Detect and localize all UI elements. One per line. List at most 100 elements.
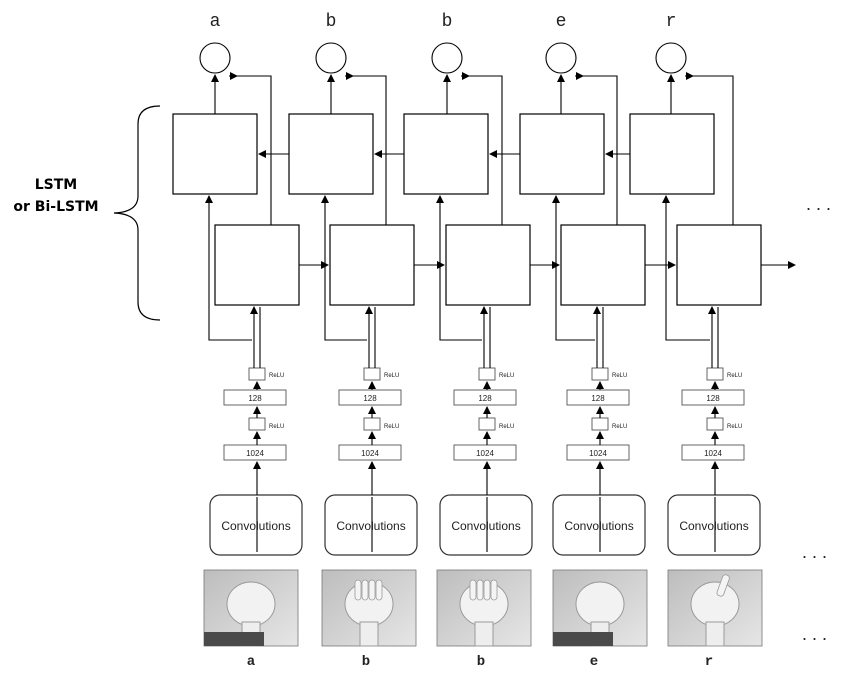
hand-sign-r — [667, 569, 763, 647]
forward-lstm-cell — [214, 224, 300, 306]
convolutions-label: Convolutions — [451, 519, 520, 533]
output-node-circle — [431, 42, 463, 74]
arrow-forward-to-output — [461, 75, 503, 225]
dense-1024-layer — [453, 444, 517, 461]
convolutions-block — [667, 494, 761, 556]
hand-finger-shape — [716, 574, 730, 597]
hand-palm-shape — [226, 581, 276, 627]
convolutions-block — [552, 494, 646, 556]
backward-lstm-cell — [403, 113, 489, 195]
dense-128-layer — [223, 389, 287, 406]
hand-sign-a — [203, 569, 299, 647]
output-letter: r — [666, 12, 677, 32]
relu-unit-top — [478, 367, 496, 381]
dense-128-label: 128 — [591, 394, 605, 403]
hand-finger-shape — [375, 579, 383, 601]
input-letter: b — [477, 654, 485, 670]
lstm-label-line1: LSTM — [35, 177, 78, 193]
relu-label-top: ReLU — [384, 373, 399, 379]
convolutions-label: Convolutions — [336, 519, 405, 533]
forward-lstm-cell — [560, 224, 646, 306]
convolutions-block — [209, 494, 303, 556]
dense-1024-layer — [223, 444, 287, 461]
hand-wrist-shape — [705, 621, 725, 647]
relu-label-bottom: ReLU — [499, 424, 514, 430]
hand-wrist-shape — [359, 621, 379, 647]
recurrent-links-layer — [205, 72, 796, 552]
arrow-forward-to-output — [685, 75, 734, 225]
dense-128-layer — [566, 389, 630, 406]
relu-label-top: ReLU — [499, 373, 514, 379]
relu-unit-bottom — [248, 417, 266, 431]
backward-lstm-cell — [519, 113, 605, 195]
hand-finger-shape — [469, 579, 477, 601]
dense-128-label: 128 — [248, 394, 262, 403]
column-5: r ReLU 128 ReLU 1024 Convolutions r — [629, 12, 763, 670]
hand-finger-shape — [354, 579, 362, 601]
forward-lstm-cell — [676, 224, 762, 306]
convolutions-block — [324, 494, 418, 556]
relu-unit-top — [706, 367, 724, 381]
dense-128-layer — [681, 389, 745, 406]
backward-lstm-cell — [629, 113, 715, 195]
column-3: b ReLU 128 ReLU 1024 Convolutions b — [403, 12, 533, 670]
dense-1024-label: 1024 — [589, 449, 607, 458]
dense-1024-layer — [681, 444, 745, 461]
output-node-circle — [315, 42, 347, 74]
arrowhead-forward-to-output — [346, 72, 354, 80]
input-letter: b — [362, 654, 370, 670]
output-node-circle — [655, 42, 687, 74]
hand-sign-e — [552, 569, 648, 647]
relu-label-bottom: ReLU — [269, 424, 284, 430]
convolutions-block — [439, 494, 533, 556]
input-letter: a — [247, 654, 256, 670]
dense-1024-label: 1024 — [361, 449, 379, 458]
relu-label-bottom: ReLU — [384, 424, 399, 430]
dense-1024-label: 1024 — [246, 449, 264, 458]
hand-finger-shape — [476, 579, 484, 601]
column-1: a ReLU 128 ReLU 1024 Convolutions a — [172, 12, 303, 670]
relu-unit-bottom — [478, 417, 496, 431]
backward-lstm-cell — [288, 113, 374, 195]
convolutions-label: Convolutions — [221, 519, 290, 533]
dense-1024-layer — [338, 444, 402, 461]
arrow-forward-to-output — [575, 75, 618, 225]
output-node-circle — [199, 42, 231, 74]
relu-unit-bottom — [591, 417, 609, 431]
dense-128-layer — [338, 389, 402, 406]
relu-label-bottom: ReLU — [612, 424, 627, 430]
output-node-circle — [545, 42, 577, 74]
relu-unit-top — [363, 367, 381, 381]
convolutions-label: Convolutions — [679, 519, 748, 533]
arrowhead-forward-to-output — [686, 72, 694, 80]
dense-1024-layer — [566, 444, 630, 461]
arrow-input-to-backward-lstm — [321, 195, 367, 341]
relu-unit-bottom — [706, 417, 724, 431]
relu-label-top: ReLU — [269, 373, 284, 379]
hand-finger-shape — [361, 579, 369, 601]
output-letter: a — [210, 12, 221, 32]
lstm-label-line2: or Bi-LSTM — [13, 199, 98, 215]
lstm-group-brace — [113, 105, 161, 321]
hand-sign-b — [436, 569, 532, 647]
arrow-input-to-backward-lstm — [205, 195, 252, 341]
output-letter: b — [326, 12, 337, 32]
relu-unit-bottom — [363, 417, 381, 431]
dense-128-label: 128 — [478, 394, 492, 403]
dense-1024-label: 1024 — [704, 449, 722, 458]
dense-1024-label: 1024 — [476, 449, 494, 458]
ellipsis-lstm: . . . — [806, 194, 831, 214]
columns-layer: a ReLU 128 ReLU 1024 Convolutions a b ReLU 128 ReL… — [172, 12, 763, 670]
column-4: e ReLU 128 ReLU 1024 Convolutions e — [519, 12, 648, 670]
backward-lstm-cell — [172, 113, 258, 195]
hand-finger-shape — [483, 579, 491, 601]
ellipsis-images: . . . — [802, 624, 827, 644]
arrowhead-forward-to-output — [576, 72, 584, 80]
relu-unit-top — [591, 367, 609, 381]
ellipsis-convolutions: . . . — [802, 542, 827, 562]
arrow-input-to-backward-lstm — [436, 195, 482, 341]
relu-label-bottom: ReLU — [727, 424, 742, 430]
relu-label-top: ReLU — [727, 373, 742, 379]
